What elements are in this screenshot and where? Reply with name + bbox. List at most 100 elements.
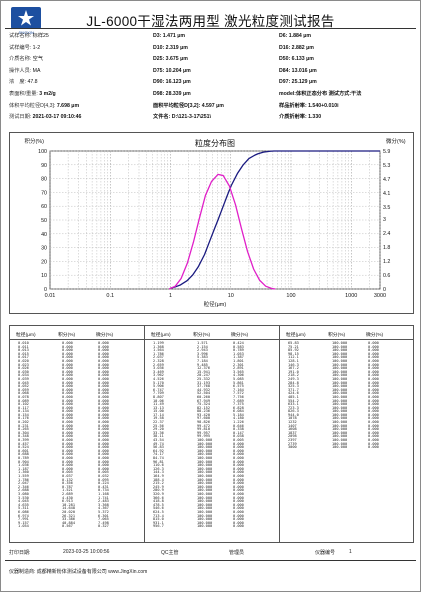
cell-differential: 0.000 bbox=[233, 470, 244, 475]
cell-cumulative: 0.000 bbox=[62, 394, 73, 399]
table-row: 944.0 100.000 0.000 bbox=[280, 413, 413, 418]
cell-size: 85.92 bbox=[288, 348, 299, 353]
cell-size: 0.011 bbox=[18, 344, 29, 349]
table-row: 713.4 100.000 0.000 bbox=[145, 514, 279, 519]
table-row: 478.5 100.000 0.000 bbox=[145, 502, 279, 508]
cell-differential: 0.338 bbox=[233, 427, 244, 432]
cell-size: 0.134 bbox=[18, 409, 29, 414]
cell-size: 3.036 bbox=[153, 366, 164, 371]
cell-differential: 7.756 bbox=[233, 394, 244, 399]
table-row: 3.469 15.941 3.565 bbox=[145, 369, 279, 375]
cell-cumulative: 0.037 bbox=[62, 473, 73, 478]
info-right-item: 样品折射率: 1.540+0.010i bbox=[279, 102, 339, 109]
cell-cumulative: 60.260 bbox=[197, 394, 210, 399]
cell-cumulative: 100.000 bbox=[332, 366, 348, 371]
cell-differential: 0.000 bbox=[98, 344, 109, 349]
info-left-item: 体积平均粒径D[4,3]: 7.698 μm bbox=[9, 103, 79, 109]
info-right-item: D84: 13.016 μm bbox=[279, 67, 317, 74]
table-row: 110.6 100.000 0.000 bbox=[145, 464, 279, 468]
cell-differential: 0.000 bbox=[98, 452, 109, 457]
cell-differential: 0.431 bbox=[98, 484, 109, 489]
cell-cumulative: 0.000 bbox=[62, 344, 73, 349]
cell-size: 0.457 bbox=[18, 441, 29, 446]
info-value: 标样25 bbox=[32, 33, 49, 39]
cell-size: 0.052 bbox=[18, 384, 29, 389]
cell-differential: 0.000 bbox=[98, 391, 109, 396]
cell-differential: 0.000 bbox=[98, 441, 109, 446]
table-row: 0.154 0.000 0.000 bbox=[10, 413, 144, 418]
cell-size: 0.010 bbox=[18, 341, 29, 345]
cell-cumulative: 0.000 bbox=[62, 420, 73, 425]
cell-cumulative: 100.000 bbox=[197, 524, 213, 529]
cell-differential: 0.000 bbox=[368, 391, 379, 396]
cell-cumulative: 100.000 bbox=[197, 502, 213, 507]
table-row: 1.786 3.996 1.053 bbox=[145, 352, 279, 357]
cell-differential: 0.000 bbox=[98, 358, 109, 363]
table-row: 624.5 100.000 0.000 bbox=[145, 510, 279, 515]
cell-differential: 0.000 bbox=[233, 520, 244, 525]
info-right-item: D50: 6.133 μm bbox=[279, 56, 314, 63]
table-row: 22.37 98.826 1.226 bbox=[145, 420, 279, 425]
cell-differential: 0.000 bbox=[233, 495, 244, 500]
cell-cumulative: 100.000 bbox=[332, 391, 348, 396]
cell-size: 0.089 bbox=[18, 398, 29, 403]
cell-differential: 0.000 bbox=[233, 499, 244, 504]
footer-divider bbox=[5, 560, 416, 561]
cell-cumulative: 100.000 bbox=[332, 394, 348, 399]
cell-differential: 2.483 bbox=[98, 499, 109, 504]
cell-size: 723.3 bbox=[288, 405, 299, 410]
table-row: 546.6 100.000 0.000 bbox=[145, 507, 279, 511]
table-row: 1.786 0.132 0.095 bbox=[10, 478, 144, 483]
company-logo bbox=[11, 7, 41, 29]
cell-cumulative: 100.000 bbox=[332, 341, 348, 345]
cell-cumulative: 100.000 bbox=[197, 499, 213, 504]
info-value: 1-2 bbox=[32, 44, 41, 51]
table-row: 6.747 44.932 7.164 bbox=[145, 387, 279, 393]
cell-differential: 0.000 bbox=[233, 517, 244, 522]
cell-differential: 0.000 bbox=[98, 448, 109, 453]
cell-size: 22.37 bbox=[153, 420, 164, 425]
cell-differential: 0.000 bbox=[368, 430, 379, 435]
cell-cumulative: 100.000 bbox=[197, 470, 213, 475]
cell-cumulative: 2.689 bbox=[62, 491, 73, 496]
table-row: 1.559 0.037 0.032 bbox=[10, 473, 144, 479]
y-left-tick-label: 100 bbox=[38, 149, 47, 155]
cell-differential: 0.000 bbox=[233, 445, 244, 450]
cell-differential: 6.575 bbox=[233, 384, 244, 389]
cell-cumulative: 52.504 bbox=[197, 391, 210, 396]
table-row: 1.199 1.571 0.424 bbox=[145, 341, 279, 346]
table-row: 188.4 100.000 0.000 bbox=[145, 478, 279, 483]
cell-size: 249.3 bbox=[288, 376, 299, 381]
cell-differential: 0.000 bbox=[233, 506, 244, 511]
cell-size: 2.037 bbox=[153, 355, 164, 360]
table-row: 1.036 0.000 0.000 bbox=[10, 464, 144, 468]
cell-size: 1.054 bbox=[18, 524, 29, 529]
cell-cumulative: 15.941 bbox=[197, 369, 210, 374]
cell-differential: 0.000 bbox=[233, 448, 244, 453]
cell-differential: 0.000 bbox=[368, 405, 379, 410]
table-row: 0.265 0.000 0.000 bbox=[10, 428, 144, 432]
info-key: 操作人员: bbox=[9, 67, 33, 74]
table-row: 1.564 2.943 0.789 bbox=[145, 349, 279, 353]
cell-differential: 0.032 bbox=[98, 473, 109, 478]
cell-differential: 7.164 bbox=[233, 387, 244, 392]
cell-cumulative: 99.957 bbox=[197, 430, 210, 435]
cell-cumulative: 100.000 bbox=[197, 459, 213, 464]
info-key: 试样编号: bbox=[9, 44, 33, 51]
cell-size: 284.8 bbox=[288, 380, 299, 385]
cell-cumulative: 26.321 bbox=[62, 513, 75, 518]
table-row: 1.054 0.567 0.327 bbox=[10, 525, 144, 529]
cell-differential: 0.000 bbox=[98, 341, 109, 345]
cell-differential: 7.498 bbox=[98, 520, 109, 525]
table-row: 29.20 99.810 0.338 bbox=[145, 428, 279, 432]
table-row: 2098 100.000 0.000 bbox=[280, 435, 413, 439]
info-key: 表面积/重量: bbox=[9, 91, 40, 97]
cumulative-curve bbox=[170, 150, 380, 289]
cell-size: 0.524 bbox=[18, 445, 29, 450]
cell-size: 5.170 bbox=[153, 380, 164, 385]
cell-cumulative: 100.000 bbox=[332, 420, 348, 425]
cell-differential: 0.000 bbox=[233, 488, 244, 493]
cell-size: 424.6 bbox=[288, 391, 299, 396]
info-middle-item: 面积平均粒径D[3,2]: 4.597 μm bbox=[153, 102, 224, 109]
table-row: 0.904 0.000 0.000 bbox=[10, 460, 144, 465]
